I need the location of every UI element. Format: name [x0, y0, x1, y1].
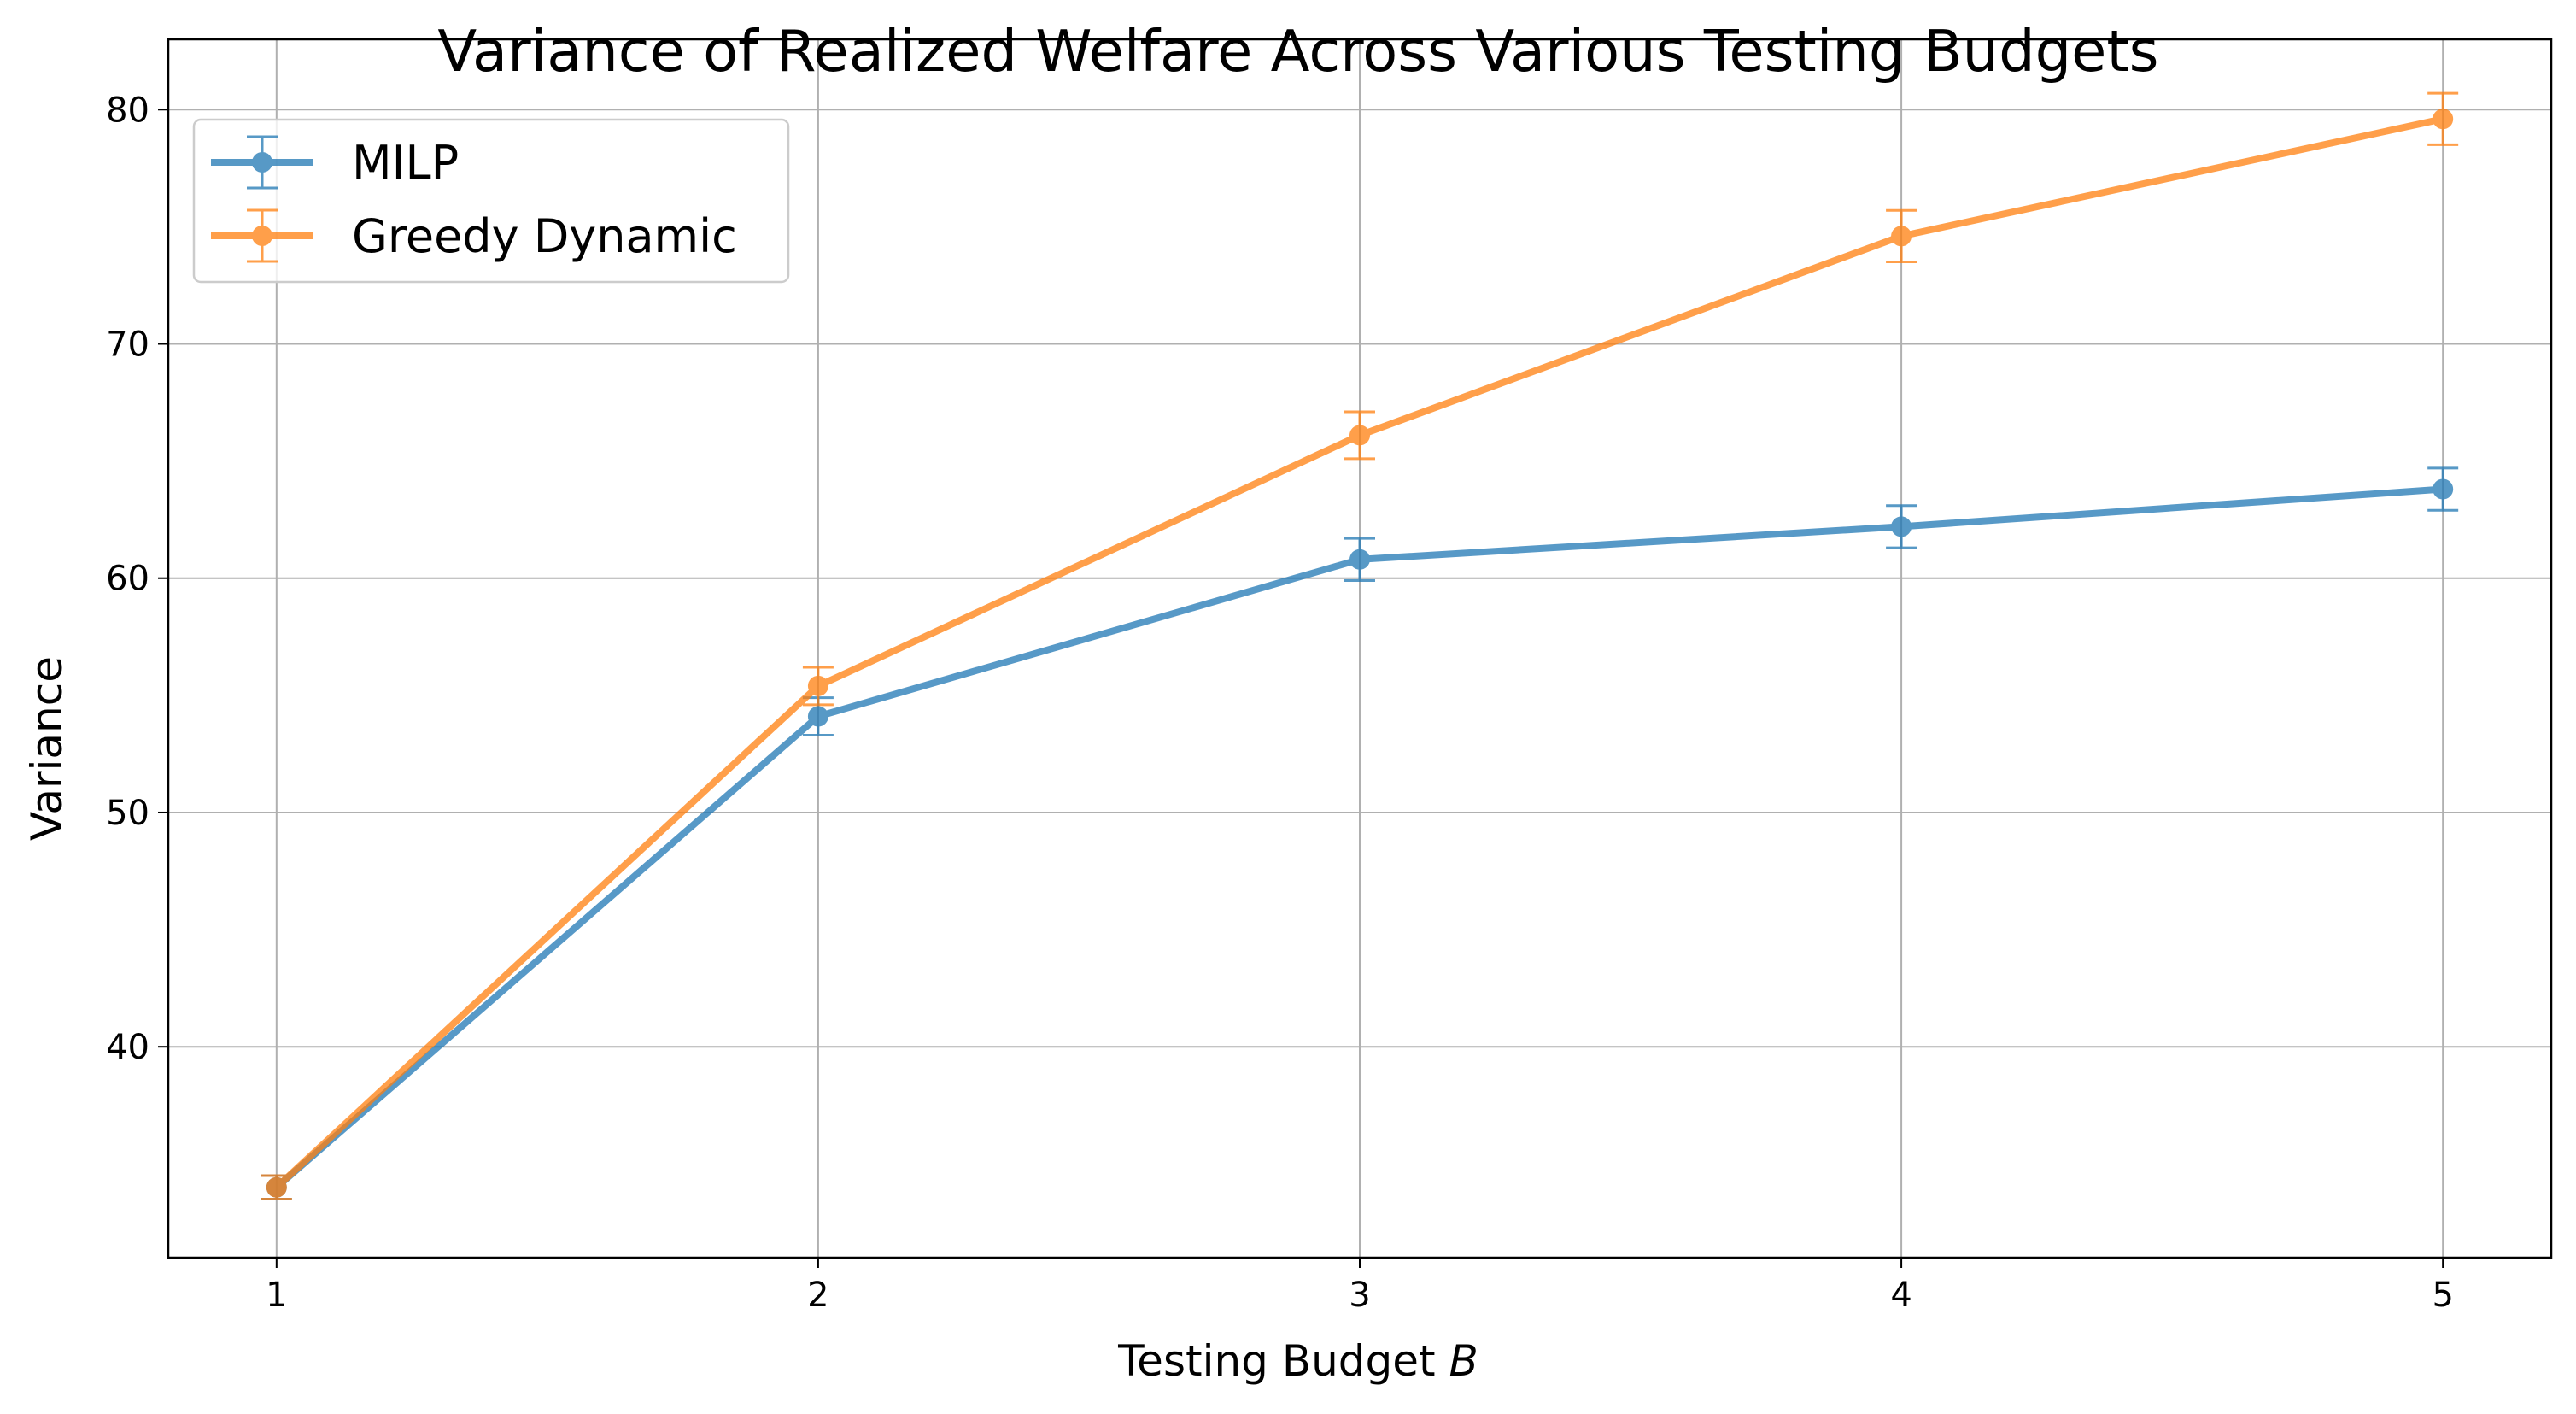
data-point-milp — [2433, 478, 2454, 500]
data-point-greedy-dynamic — [1349, 425, 1370, 446]
y-tick-label: 80 — [106, 91, 149, 130]
legend-marker-milp — [211, 135, 313, 190]
legend-dot-milp — [252, 152, 272, 173]
series-layer — [261, 91, 2459, 1200]
x-axis-title: Testing Budget B — [1117, 1336, 1478, 1386]
axis-ticks: 1 2 3 4 5 40 50 60 70 80 — [106, 91, 2454, 1315]
y-tick-label: 40 — [106, 1028, 149, 1067]
x-axis-title-main: Testing Budget — [1117, 1336, 1449, 1386]
legend-entry-greedy-dynamic: Greedy Dynamic — [211, 208, 737, 263]
y-tick-label: 60 — [106, 560, 149, 599]
y-axis-title: Variance — [22, 656, 72, 841]
data-point-greedy-dynamic — [807, 675, 828, 696]
data-point-greedy-dynamic — [1891, 226, 1912, 247]
legend-label-greedy-dynamic: Greedy Dynamic — [352, 209, 737, 263]
legend: MILP Greedy Dynamic — [192, 118, 790, 284]
grid — [168, 39, 2551, 1258]
legend-frame — [192, 118, 790, 284]
x-tick-label: 2 — [807, 1276, 828, 1315]
legend-entry-milp: MILP — [211, 135, 459, 190]
x-tick-label: 4 — [1890, 1276, 1912, 1315]
data-point-greedy-dynamic — [2433, 109, 2454, 130]
legend-label-milp: MILP — [352, 136, 459, 190]
data-point-milp — [1349, 549, 1370, 570]
chart-title: Variance of Realized Welfare Across Vari… — [437, 18, 2158, 85]
data-point-milp — [1891, 516, 1912, 537]
legend-dot-greedy-dynamic — [252, 226, 272, 246]
x-tick-label: 3 — [1349, 1276, 1370, 1315]
x-tick-label: 5 — [2432, 1276, 2453, 1315]
legend-marker-greedy-dynamic — [211, 208, 313, 263]
x-axis-title-variable: B — [1449, 1336, 1478, 1386]
y-tick-label: 70 — [106, 326, 149, 365]
x-tick-label: 1 — [266, 1276, 287, 1315]
data-point-greedy-dynamic — [266, 1176, 287, 1198]
y-tick-label: 50 — [106, 794, 149, 833]
data-point-milp — [807, 706, 828, 727]
series-greedy-dynamic — [261, 91, 2459, 1200]
